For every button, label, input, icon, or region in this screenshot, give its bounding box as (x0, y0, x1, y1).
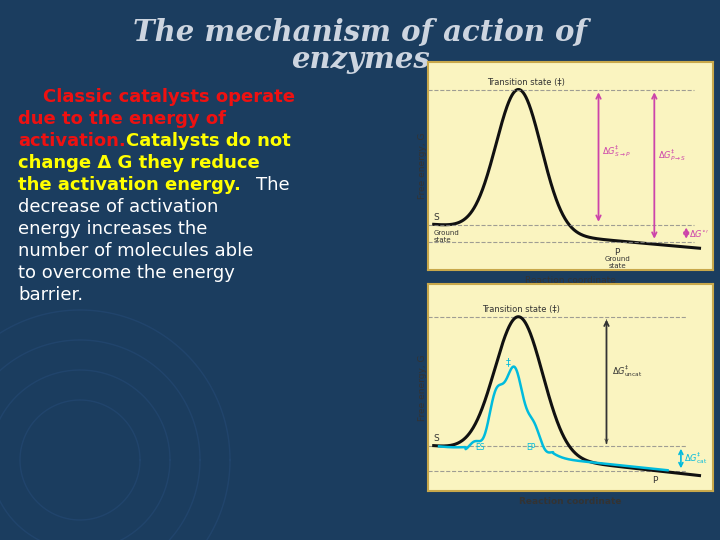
Text: $\Delta G^{\circ\prime}$: $\Delta G^{\circ\prime}$ (689, 227, 709, 239)
Text: Catalysts do not: Catalysts do not (126, 132, 291, 150)
Text: EP: EP (527, 443, 536, 452)
Text: Transition state (‡): Transition state (‡) (487, 78, 564, 86)
Text: to overcome the energy: to overcome the energy (18, 264, 235, 282)
Text: $\Delta G^{\ddagger}_{\mathrm{uncat}}$: $\Delta G^{\ddagger}_{\mathrm{uncat}}$ (612, 363, 642, 379)
Text: Ground
state: Ground state (604, 256, 630, 269)
Text: ES: ES (475, 443, 485, 452)
Text: the activation energy.: the activation energy. (18, 176, 241, 194)
Text: barrier.: barrier. (18, 286, 83, 304)
Text: The mechanism of action of: The mechanism of action of (133, 17, 587, 46)
Text: due to the energy of: due to the energy of (18, 110, 226, 128)
Text: Ground
state: Ground state (433, 230, 459, 242)
Text: P: P (614, 247, 620, 256)
Text: decrease of activation: decrease of activation (18, 198, 218, 216)
Text: Classic catalysts operate: Classic catalysts operate (18, 88, 295, 106)
Text: P: P (652, 476, 657, 485)
X-axis label: Reaction coordinate: Reaction coordinate (519, 497, 622, 506)
Text: S: S (433, 434, 439, 443)
Text: Transition state (‡): Transition state (‡) (482, 305, 559, 314)
Text: activation.: activation. (18, 132, 126, 150)
Text: The: The (256, 176, 289, 194)
Y-axis label: Free energy, G: Free energy, G (418, 354, 427, 421)
Text: $\Delta G^{\ddagger}_{P\rightarrow S}$: $\Delta G^{\ddagger}_{P\rightarrow S}$ (658, 148, 687, 164)
Text: number of molecules able: number of molecules able (18, 242, 253, 260)
Text: energy increases the: energy increases the (18, 220, 207, 238)
Text: $\Delta G^{\ddagger}_{\mathrm{cat}}$: $\Delta G^{\ddagger}_{\mathrm{cat}}$ (683, 451, 707, 466)
Text: $\Delta G^{\ddagger}_{S\rightarrow P}$: $\Delta G^{\ddagger}_{S\rightarrow P}$ (603, 143, 631, 159)
X-axis label: Reaction coordinate: Reaction coordinate (525, 275, 616, 285)
Text: ‡: ‡ (505, 357, 510, 368)
Text: change Δ G they reduce: change Δ G they reduce (18, 154, 260, 172)
Text: enzymes: enzymes (291, 45, 429, 75)
Y-axis label: Free energy, G: Free energy, G (418, 133, 427, 199)
Text: S: S (433, 213, 439, 222)
